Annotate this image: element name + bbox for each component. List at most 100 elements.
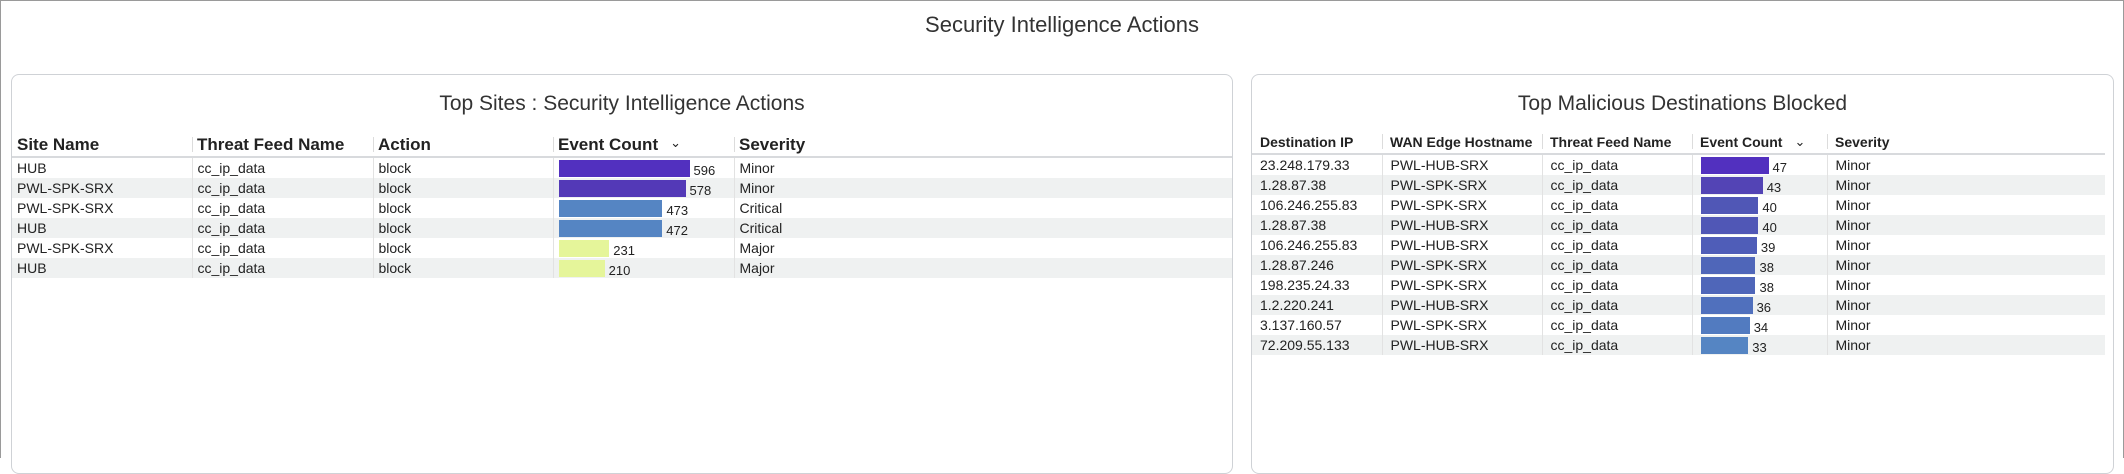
event-count-bar [558,219,663,237]
cell-severity: Minor [733,178,1232,198]
table-row[interactable]: 1.28.87.38 PWL-HUB-SRX cc_ip_data 40 Minor [1252,215,2105,235]
cell-severity: Minor [1826,235,2105,255]
table-row[interactable]: 72.209.55.133 PWL-HUB-SRX cc_ip_data 33 Mino… [1252,335,2105,355]
sort-chevron-down-icon[interactable]: ⌄ [1794,133,1806,149]
cell-count: 473 [552,198,734,218]
column-header-severity[interactable]: Severity [734,133,1232,158]
cell-count: 40 [1691,195,1827,215]
cell-severity: Critical [733,198,1232,218]
event-count-value: 38 [1759,260,1774,275]
cell-ip: 106.246.255.83 [1260,197,1358,213]
cell-feed: cc_ip_data [191,238,373,258]
event-count-value: 47 [1772,160,1787,175]
column-separator [1692,134,1693,149]
cell-host: PWL-SPK-SRX [1381,175,1542,195]
cell-feed: cc_ip_data [1541,235,1692,255]
cell-feed: cc_ip_data [1541,195,1692,215]
cell-ip: 72.209.55.133 [1252,335,1382,355]
cell-severity: Critical [733,218,1232,238]
cell-action: block [372,218,553,238]
column-header-wan-edge-hostname[interactable]: WAN Edge Hostname [1382,130,1542,155]
event-count-value: 596 [693,163,716,178]
event-count-value: 40 [1762,200,1777,215]
table-row[interactable]: HUB cc_ip_data block 210 Major [12,258,1232,278]
event-count-value: 578 [689,183,712,198]
table-row[interactable]: PWL-SPK-SRX cc_ip_data block 578 Minor [12,178,1232,198]
event-count-bar [558,159,690,177]
column-header-event-count[interactable]: Event Count ⌄ [1692,130,1827,155]
column-header-event-count[interactable]: Event Count ⌄ [553,133,734,158]
cell-feed: cc_ip_data [191,198,373,218]
cell-severity: Minor [1826,154,2105,175]
table-row[interactable]: PWL-SPK-SRX cc_ip_data block 231 Major [12,238,1232,258]
event-count-bar [1700,196,1759,214]
cell-count: 578 [552,178,734,198]
event-count-bar [1700,176,1763,194]
page-title: Security Intelligence Actions [925,12,1199,37]
column-header-label: WAN Edge Hostname [1390,133,1533,150]
column-header-label: Threat Feed Name [197,134,345,154]
table-row[interactable]: 1.2.220.241 PWL-HUB-SRX cc_ip_data 36 Minor [1252,295,2105,315]
cell-feed: cc_ip_data [1541,335,1692,355]
cell-ip: 1.28.87.38 [1252,215,1382,235]
table-row[interactable]: 106.246.255.83 PWL-HUB-SRX cc_ip_data 39 Min… [1252,235,2105,255]
event-count-bar [558,259,605,277]
table-row[interactable]: 106.246.255.83 PWL-SPK-SRX cc_ip_data 40 Min… [1252,195,2105,215]
table-row[interactable]: 23.248.179.33 PWL-HUB-SRX cc_ip_data 47 Mino… [1252,154,2105,175]
panel-title: Top Malicious Destinations Blocked [1517,92,1848,115]
column-separator [553,137,554,152]
cell-severity: Minor [1826,255,2105,275]
column-header-action[interactable]: Action [373,133,553,158]
column-header-label: Event Count [558,134,659,154]
column-header-threat-feed-name[interactable]: Threat Feed Name [1542,130,1692,155]
cell-feed: cc_ip_data [191,218,373,238]
cell-count: 43 [1691,175,1827,195]
cell-action: block [372,258,553,278]
table-row[interactable]: 1.28.87.38 PWL-SPK-SRX cc_ip_data 43 Minor [1252,175,2105,195]
column-header-site-name[interactable]: Site Name [12,133,192,158]
cell-host: PWL-HUB-SRX [1381,154,1542,175]
cell-severity: Minor [1826,295,2105,315]
event-count-value: 39 [1760,240,1776,255]
cell-count: 210 [552,258,734,278]
column-header-threat-feed-name[interactable]: Threat Feed Name [192,133,373,158]
column-header-destination-ip[interactable]: Destination IP [1252,130,1382,155]
cell-count: 33 [1691,335,1827,355]
cell-site: PWL-SPK-SRX [17,240,114,256]
cell-site: HUB [12,258,192,278]
column-separator [1542,134,1543,149]
table-row[interactable]: HUB cc_ip_data block 472 Critical [12,218,1232,238]
cell-severity: Major [733,258,1232,278]
cell-feed: cc_ip_data [191,178,373,198]
cell-feed: cc_ip_data [1541,295,1692,315]
table-row[interactable]: PWL-SPK-SRX cc_ip_data block 473 Critical [12,198,1232,218]
column-header-label: Destination IP [1260,133,1354,150]
sort-chevron-down-icon[interactable]: ⌄ [670,134,682,150]
table-row[interactable]: 1.28.87.246 PWL-SPK-SRX cc_ip_data 38 Minor [1252,255,2105,275]
column-header-label: Event Count [1700,133,1783,150]
table-row[interactable]: HUB cc_ip_data block 596 Minor [12,157,1232,178]
table-row[interactable]: 3.137.160.57 PWL-SPK-SRX cc_ip_data 34 Minor [1252,315,2105,335]
cell-feed: cc_ip_data [191,258,373,278]
event-count-bar [558,199,663,217]
column-separator [373,137,374,152]
cell-host: PWL-HUB-SRX [1381,335,1542,355]
cell-host: PWL-HUB-SRX [1381,235,1542,255]
table-row[interactable]: 198.235.24.33 PWL-SPK-SRX cc_ip_data 38 Mino… [1252,275,2105,295]
event-count-value: 36 [1756,300,1772,315]
cell-site: PWL-SPK-SRX [12,178,192,198]
event-count-value: 40 [1762,220,1777,235]
event-count-value: 34 [1753,320,1769,335]
column-header-severity[interactable]: Severity [1827,130,2105,155]
event-count-value: 473 [666,203,689,218]
cell-count: 39 [1691,235,1827,255]
column-separator [192,137,193,152]
column-separator [734,137,735,152]
cell-action: block [372,157,553,178]
event-count-bar [1700,236,1757,254]
cell-ip: 1.28.87.246 [1252,255,1382,275]
cell-count: 472 [552,218,734,238]
cell-feed: cc_ip_data [191,157,373,178]
cell-severity: Minor [1826,215,2105,235]
cell-host: PWL-HUB-SRX [1381,295,1542,315]
